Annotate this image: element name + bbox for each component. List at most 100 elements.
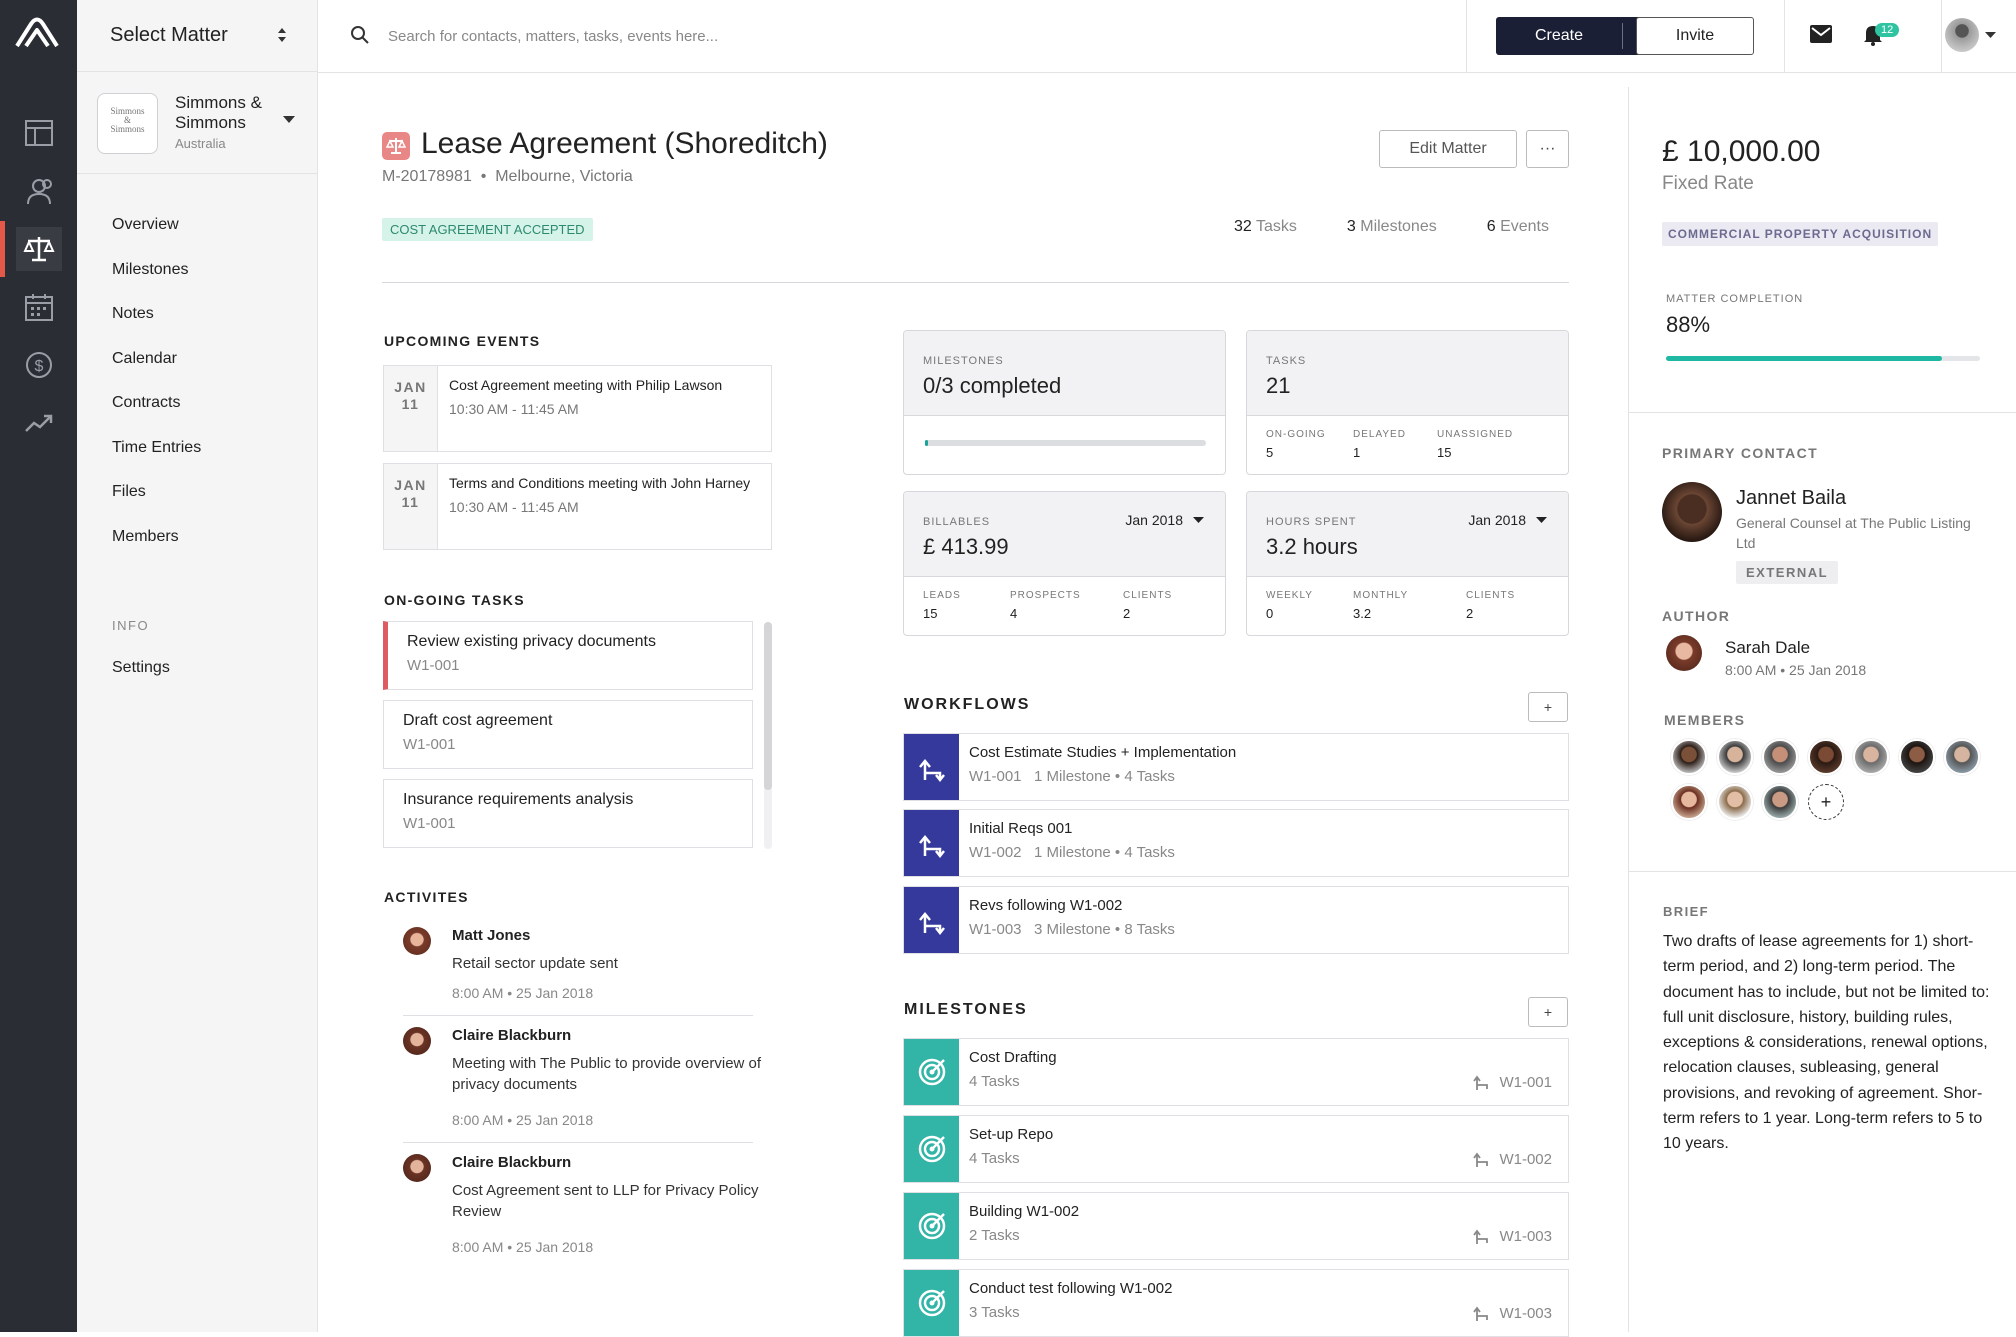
app-logo-icon[interactable]: [14, 16, 60, 50]
card-label: BILLABLES: [923, 516, 991, 528]
tasks-count[interactable]: 32 Tasks: [1234, 218, 1297, 235]
milestones-count[interactable]: 3 Milestones: [1346, 218, 1437, 235]
activity-author[interactable]: Claire Blackburn: [452, 1154, 572, 1171]
event-date: JAN 11: [384, 366, 438, 451]
nav-item-files[interactable]: Files: [112, 483, 146, 500]
nav-item-settings[interactable]: Settings: [112, 659, 170, 676]
divider: [403, 1015, 753, 1016]
task-item[interactable]: Draft cost agreement W1-001: [383, 700, 753, 769]
avatar[interactable]: [1853, 739, 1889, 775]
activity-text: Meeting with The Public to provide overv…: [452, 1055, 762, 1093]
nav-item-calendar[interactable]: Calendar: [112, 349, 177, 367]
milestone-workflow-ref: W1-003: [1499, 1227, 1552, 1245]
event-item[interactable]: JAN 11 Terms and Conditions meeting with …: [383, 463, 772, 550]
create-button[interactable]: Create: [1496, 17, 1662, 55]
nav-item-notes[interactable]: Notes: [112, 305, 154, 322]
caret-down-icon: [1193, 516, 1204, 523]
milestone-item[interactable]: Building W1-002 2 Tasks W1-003: [903, 1192, 1569, 1260]
stat-value: 5: [1266, 445, 1274, 460]
event-item[interactable]: JAN 11 Cost Agreement meeting with Philip…: [383, 365, 772, 452]
add-member-button[interactable]: +: [1808, 784, 1844, 820]
contact-name[interactable]: Jannet Baila: [1736, 487, 1847, 509]
events-count[interactable]: 6 Events: [1486, 218, 1549, 235]
add-milestone-button[interactable]: +: [1528, 997, 1568, 1027]
stat-value: 0: [1266, 606, 1274, 621]
card-value: 0/3 completed: [923, 373, 1062, 398]
workflow-item[interactable]: Revs following W1-002 W1-003 3 Milestone…: [903, 886, 1569, 954]
select-matter-dropdown[interactable]: Select Matter: [77, 0, 317, 72]
tasks-scrollbar[interactable]: [764, 622, 772, 849]
nav-item-contracts[interactable]: Contracts: [112, 394, 181, 411]
more-options-button[interactable]: ···: [1526, 130, 1569, 168]
task-item[interactable]: Insurance requirements analysis W1-001: [383, 779, 753, 848]
matters-scale-icon[interactable]: [0, 221, 62, 277]
avatar[interactable]: [1666, 635, 1702, 671]
milestone-item[interactable]: Set-up Repo 4 Tasks W1-002: [903, 1115, 1569, 1183]
workflow-branch-icon: [1473, 1075, 1489, 1090]
card-label: MILESTONES: [923, 355, 1004, 367]
nav-item-time-entries[interactable]: Time Entries: [112, 438, 202, 456]
divider: [382, 282, 1569, 283]
contacts-icon[interactable]: [16, 169, 62, 213]
reports-trend-icon[interactable]: [16, 401, 62, 445]
stat-label: CLIENTS: [1466, 590, 1516, 601]
activity-author[interactable]: Claire Blackburn: [452, 1027, 572, 1044]
edit-matter-button[interactable]: Edit Matter: [1379, 130, 1517, 168]
avatar[interactable]: [1717, 739, 1753, 775]
invite-button[interactable]: Invite: [1636, 17, 1754, 55]
avatar[interactable]: [1662, 482, 1722, 542]
avatar[interactable]: [1717, 784, 1753, 820]
activity-author[interactable]: Matt Jones: [452, 927, 531, 944]
chevron-down-icon[interactable]: [1985, 32, 1996, 39]
info-heading: INFO: [112, 618, 150, 633]
workflow-branch-icon: [1473, 1229, 1489, 1244]
workflow-branch-icon: [904, 810, 959, 876]
avatar[interactable]: [1762, 784, 1798, 820]
add-workflow-button[interactable]: +: [1528, 692, 1568, 722]
divider: [403, 1142, 753, 1143]
avatar[interactable]: [1944, 739, 1980, 775]
brief-text: Two drafts of lease agreements for 1) sh…: [1663, 933, 1990, 1153]
client-name: Simmons & Simmons: [175, 93, 262, 132]
billing-dollar-icon[interactable]: $: [16, 343, 62, 387]
avatar[interactable]: [1808, 739, 1844, 775]
period-dropdown[interactable]: Jan 2018: [1468, 512, 1547, 528]
client-selector[interactable]: Simmons & Simmons Simmons & Simmons Austra…: [77, 72, 317, 174]
milestones-card[interactable]: MILESTONES 0/3 completed: [903, 330, 1226, 475]
workflow-item[interactable]: Initial Reqs 001 W1-002 1 Milestone • 4 …: [903, 809, 1569, 877]
mail-icon[interactable]: [1810, 25, 1832, 43]
app-rail: $: [0, 0, 77, 1332]
stat-label: WEEKLY: [1266, 590, 1313, 601]
avatar[interactable]: [1899, 739, 1935, 775]
stat-value: 1: [1353, 445, 1361, 460]
stat-value: 3.2: [1353, 606, 1372, 621]
stat-label: UNASSIGNED: [1437, 429, 1514, 440]
period-dropdown[interactable]: Jan 2018: [1125, 512, 1204, 528]
avatar[interactable]: [1762, 739, 1798, 775]
upcoming-events-heading: UPCOMING EVENTS: [384, 333, 541, 349]
milestones-progress-bar: [925, 440, 1206, 446]
target-icon: [904, 1116, 959, 1182]
dashboard-icon[interactable]: [16, 111, 62, 155]
stat-label: ON-GOING: [1266, 429, 1326, 440]
user-avatar[interactable]: [1945, 18, 1979, 52]
milestone-item[interactable]: Cost Drafting 4 Tasks W1-001: [903, 1038, 1569, 1106]
workflow-item[interactable]: Cost Estimate Studies + Implementation W…: [903, 733, 1569, 801]
hours-card[interactable]: HOURS SPENT 3.2 hours Jan 2018 WEEKLY 0 MO…: [1246, 491, 1569, 636]
workflow-meta: 1 Milestone • 4 Tasks: [1034, 768, 1175, 785]
avatar[interactable]: [1671, 739, 1707, 775]
search-input[interactable]: [388, 20, 908, 52]
matter-amount: £ 10,000.00: [1662, 135, 1821, 168]
milestone-item[interactable]: Conduct test following W1-002 3 Tasks W1…: [903, 1269, 1569, 1337]
billables-card[interactable]: BILLABLES £ 413.99 Jan 2018 LEADS 15 PROSP…: [903, 491, 1226, 636]
avatar[interactable]: [1671, 784, 1707, 820]
task-item[interactable]: Review existing privacy documents W1-001: [383, 621, 753, 690]
nav-item-members[interactable]: Members: [112, 527, 179, 545]
stat-label: PROSPECTS: [1010, 590, 1081, 601]
author-name[interactable]: Sarah Dale: [1725, 638, 1811, 657]
nav-item-overview[interactable]: Overview: [112, 216, 179, 233]
nav-item-milestones[interactable]: Milestones: [112, 260, 189, 278]
calendar-icon[interactable]: [16, 285, 62, 329]
matter-reference: M-20178981 • Melbourne, Victoria: [382, 168, 633, 185]
tasks-card[interactable]: TASKS 21 ON-GOING 5 DELAYED 1 UNASSIGNED 15: [1246, 330, 1569, 475]
